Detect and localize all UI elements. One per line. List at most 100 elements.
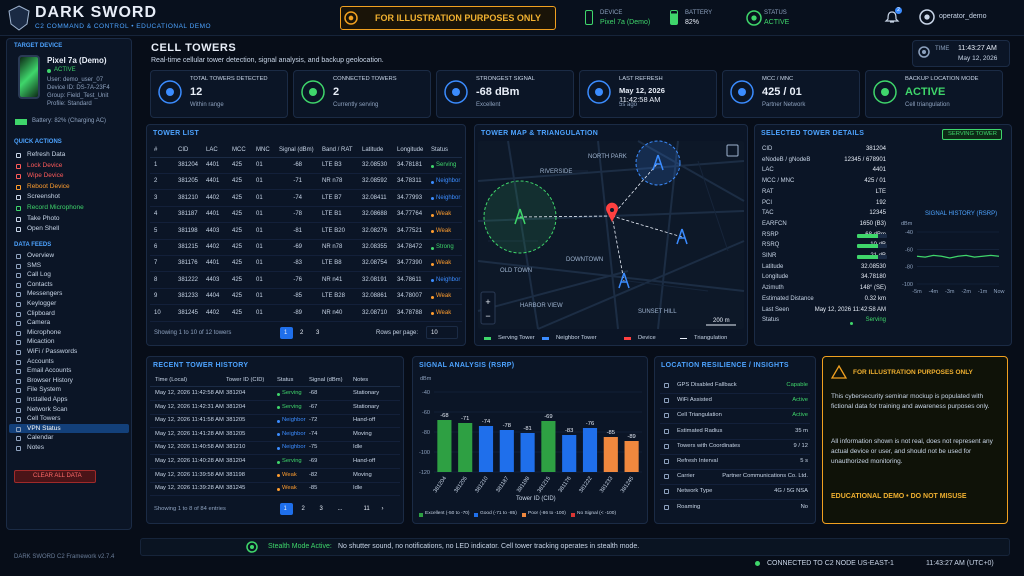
badge-text: SERVING TOWER: [948, 131, 997, 137]
feed[interactable]: Overview: [27, 252, 55, 259]
feed-icon: [16, 407, 21, 413]
detail-key: RSRP: [762, 231, 779, 238]
page-number[interactable]: 1: [283, 506, 287, 512]
cell: 01: [256, 162, 263, 168]
logo-shape: [8, 5, 30, 31]
stat-label: LAST REFRESH: [619, 76, 663, 82]
page-number[interactable]: ...: [337, 506, 343, 512]
feed[interactable]: Cell Towers: [27, 415, 61, 423]
page-number[interactable]: 3: [319, 506, 323, 512]
icon: [158, 80, 182, 104]
section-title: DATA FEEDS: [14, 242, 52, 248]
row-icon: [664, 504, 669, 510]
value-label: -83: [565, 428, 573, 434]
action[interactable]: Record Microphone: [27, 204, 84, 211]
bar: [624, 441, 639, 472]
stat-value: 425 / 01: [762, 86, 802, 98]
action[interactable]: Open Shell: [27, 225, 60, 233]
detail-key: EARFCN: [762, 220, 787, 227]
action[interactable]: Refresh Data: [27, 151, 66, 158]
detail-value: 12345 / 678901: [844, 156, 886, 163]
feed[interactable]: Clipboard: [27, 309, 55, 317]
feed[interactable]: Notes: [27, 444, 44, 451]
action[interactable]: Wipe Device: [27, 172, 64, 180]
feed[interactable]: Camera: [27, 319, 51, 327]
feed[interactable]: Messengers: [27, 290, 63, 298]
detail-value: 1650 (B3): [859, 220, 886, 227]
action[interactable]: Reboot Device: [27, 182, 70, 190]
zoom-button[interactable]: −: [485, 311, 490, 321]
bar: [478, 426, 494, 472]
column-header: Time (Local): [155, 377, 187, 383]
page-button[interactable]: [280, 503, 293, 515]
cell: 3: [154, 194, 158, 201]
feed-icon: [16, 426, 21, 432]
feed[interactable]: Micaction: [27, 338, 55, 346]
page-number[interactable]: 3: [316, 330, 320, 336]
stat-label: STRONGEST SIGNAL: [476, 76, 535, 82]
cell: 381210: [226, 444, 246, 451]
cell: 381204: [178, 162, 199, 168]
action[interactable]: Take Photo: [27, 214, 60, 222]
bar: [582, 428, 598, 472]
action[interactable]: Screenshot: [27, 193, 60, 201]
cell: 34.77390: [397, 260, 423, 267]
road: [637, 140, 745, 202]
feed[interactable]: Contacts: [27, 280, 53, 288]
page-number[interactable]: 1: [284, 330, 288, 336]
axis-label: dBm: [901, 221, 913, 227]
stat-value: Currently serving: [333, 102, 379, 108]
page-number[interactable]: 2: [301, 506, 305, 512]
icon-dot: [309, 88, 317, 96]
feed[interactable]: SMS: [27, 261, 42, 269]
cell: -85: [293, 293, 302, 300]
page-number[interactable]: 11: [363, 506, 370, 512]
feed[interactable]: Calendar: [27, 434, 54, 442]
detail-key: Latitude: [762, 263, 784, 270]
feed[interactable]: Email Accounts: [27, 367, 72, 375]
feed[interactable]: Accounts: [27, 357, 54, 365]
page-number[interactable]: ›: [381, 506, 384, 512]
badge: [942, 129, 1002, 140]
page-button[interactable]: [378, 503, 391, 515]
stat-value: Cell triangulation: [905, 102, 950, 108]
cell: 34.78007: [397, 293, 423, 300]
feed[interactable]: Installed Apps: [27, 396, 68, 403]
feed[interactable]: Browser History: [27, 376, 73, 384]
zoom-button[interactable]: +: [485, 297, 490, 307]
row-rule: [150, 481, 400, 483]
line-chart: -40 -60 -80 -100-5m -4m -3m -2m -1m Now: [902, 230, 1005, 295]
row-rule: [150, 468, 400, 469]
page-button[interactable]: [280, 327, 293, 339]
feed[interactable]: Microphone: [27, 328, 61, 336]
clear-text[interactable]: CLEAR ALL DATA: [33, 473, 82, 479]
phone: [18, 55, 40, 99]
cell: 01: [256, 227, 263, 234]
feed[interactable]: File System: [27, 386, 61, 394]
rows-value[interactable]: 10: [431, 330, 438, 336]
feed-icon: [16, 388, 21, 394]
cell: 01: [256, 309, 263, 316]
icon-shape: [444, 80, 468, 104]
feed-icon: [16, 302, 21, 307]
feed[interactable]: Call Log: [27, 271, 51, 279]
row-rule: [150, 271, 462, 273]
feed-icon: [16, 446, 21, 451]
cell: 01: [256, 178, 263, 185]
feed[interactable]: WiFi / Passwords: [27, 348, 78, 355]
row-rule: [660, 408, 810, 410]
action[interactable]: Lock Device: [27, 161, 63, 169]
bar: [499, 430, 514, 472]
icon-dot: [348, 15, 354, 21]
notification-badge[interactable]: 2: [895, 7, 902, 14]
device-name: Pixel 7a (Demo): [47, 56, 107, 65]
cell: 381222: [178, 276, 199, 283]
feed[interactable]: Network Scan: [27, 405, 68, 413]
status-dot: [850, 321, 853, 325]
feed[interactable]: VPN Status: [27, 424, 61, 432]
triangulation-line: [611, 215, 625, 282]
feed[interactable]: Keylogger: [27, 300, 57, 307]
user[interactable]: operator_demo: [939, 13, 987, 20]
page-number[interactable]: 2: [300, 330, 304, 336]
brand: DARK SWORD: [35, 4, 157, 21]
